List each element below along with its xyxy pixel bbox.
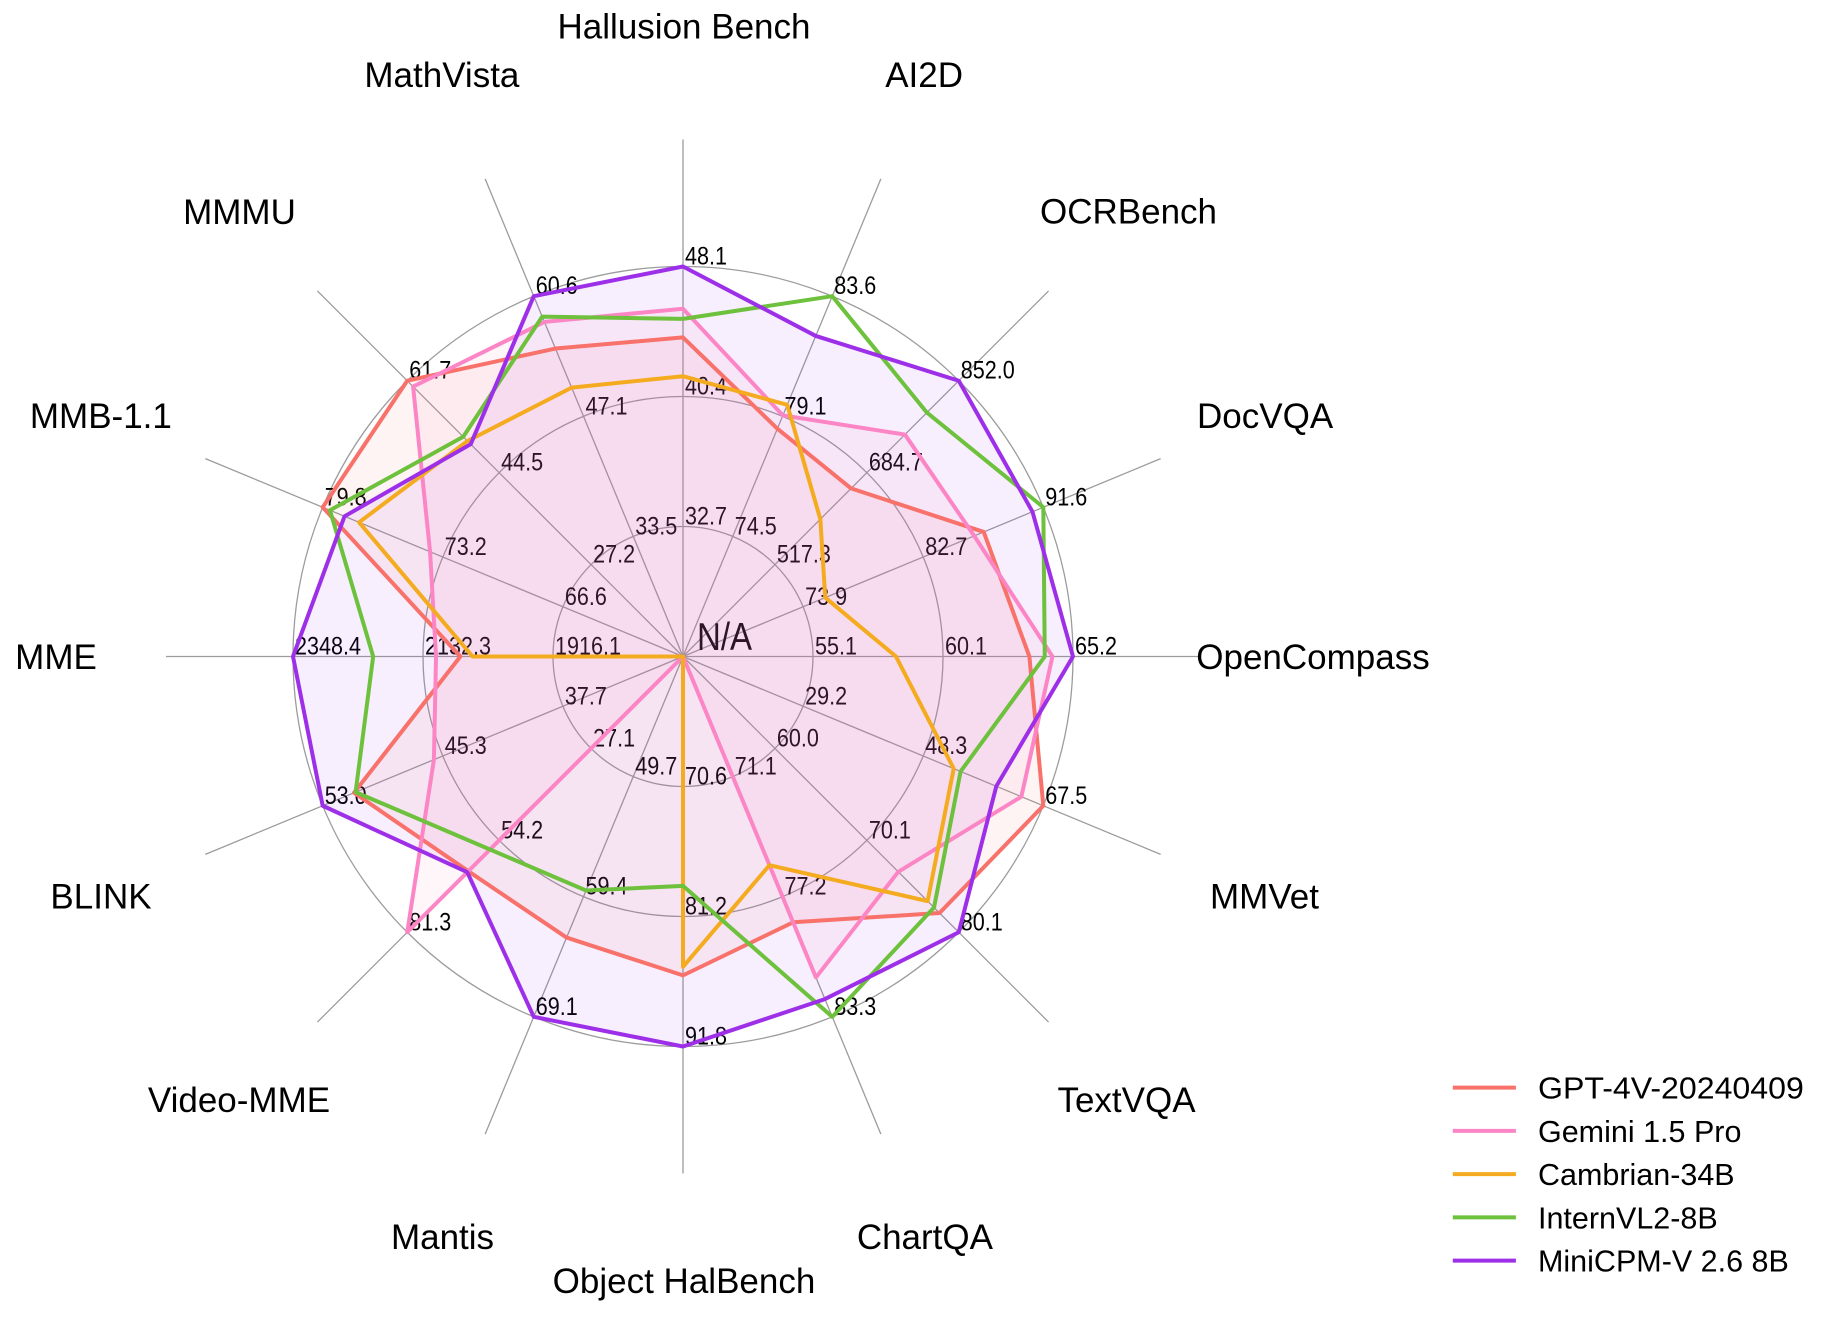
- svg-text:TextVQA: TextVQA: [1057, 1081, 1196, 1120]
- svg-text:MathVista: MathVista: [364, 56, 520, 95]
- svg-text:Object HalBench: Object HalBench: [553, 1262, 816, 1301]
- svg-text:74.5: 74.5: [735, 512, 777, 540]
- svg-text:MMB-1.1: MMB-1.1: [30, 397, 172, 436]
- svg-text:29.2: 29.2: [805, 682, 847, 710]
- svg-text:N/A: N/A: [697, 616, 752, 659]
- svg-text:852.0: 852.0: [961, 357, 1015, 385]
- svg-text:MMMU: MMMU: [183, 193, 296, 232]
- svg-text:Mantis: Mantis: [391, 1218, 494, 1257]
- svg-text:80.1: 80.1: [961, 908, 1003, 936]
- svg-text:66.6: 66.6: [565, 583, 607, 611]
- svg-text:2348.4: 2348.4: [295, 633, 361, 661]
- svg-text:44.5: 44.5: [501, 449, 543, 477]
- svg-text:59.4: 59.4: [586, 873, 628, 901]
- svg-text:GPT-4V-20240409: GPT-4V-20240409: [1538, 1072, 1804, 1106]
- svg-text:69.1: 69.1: [536, 993, 578, 1021]
- svg-text:82.7: 82.7: [925, 533, 967, 561]
- svg-text:AI2D: AI2D: [885, 56, 963, 95]
- svg-text:37.7: 37.7: [565, 682, 607, 710]
- svg-text:67.5: 67.5: [1045, 782, 1087, 810]
- svg-text:47.1: 47.1: [586, 392, 628, 420]
- svg-text:OpenCompass: OpenCompass: [1196, 638, 1429, 677]
- svg-text:MMVet: MMVet: [1210, 878, 1319, 917]
- svg-text:45.3: 45.3: [445, 732, 487, 760]
- svg-text:27.2: 27.2: [593, 541, 635, 569]
- svg-text:MME: MME: [15, 638, 97, 677]
- svg-text:48.1: 48.1: [685, 243, 727, 271]
- svg-text:60.1: 60.1: [945, 633, 987, 661]
- svg-text:91.6: 91.6: [1045, 483, 1087, 511]
- svg-text:83.6: 83.6: [834, 272, 876, 300]
- svg-text:71.1: 71.1: [735, 753, 777, 781]
- svg-text:Hallusion Bench: Hallusion Bench: [558, 8, 811, 47]
- svg-text:91.8: 91.8: [685, 1023, 727, 1051]
- svg-text:Cambrian-34B: Cambrian-34B: [1538, 1158, 1735, 1192]
- svg-text:49.7: 49.7: [635, 753, 677, 781]
- svg-text:MiniCPM-V 2.6 8B: MiniCPM-V 2.6 8B: [1538, 1245, 1789, 1279]
- svg-text:65.2: 65.2: [1075, 633, 1117, 661]
- svg-text:55.1: 55.1: [815, 633, 857, 661]
- svg-text:ChartQA: ChartQA: [857, 1218, 994, 1257]
- svg-text:33.5: 33.5: [635, 512, 677, 540]
- svg-text:Video-MME: Video-MME: [148, 1081, 330, 1120]
- svg-text:InternVL2-8B: InternVL2-8B: [1538, 1201, 1718, 1235]
- svg-text:684.7: 684.7: [869, 449, 923, 477]
- svg-text:60.0: 60.0: [777, 724, 819, 752]
- svg-text:DocVQA: DocVQA: [1197, 397, 1334, 436]
- svg-text:73.2: 73.2: [445, 533, 487, 561]
- svg-text:OCRBench: OCRBench: [1040, 193, 1217, 232]
- svg-text:70.6: 70.6: [685, 763, 727, 791]
- svg-text:Gemini 1.5 Pro: Gemini 1.5 Pro: [1538, 1115, 1741, 1149]
- svg-text:32.7: 32.7: [685, 503, 727, 531]
- svg-text:BLINK: BLINK: [50, 878, 151, 917]
- svg-text:70.1: 70.1: [869, 816, 911, 844]
